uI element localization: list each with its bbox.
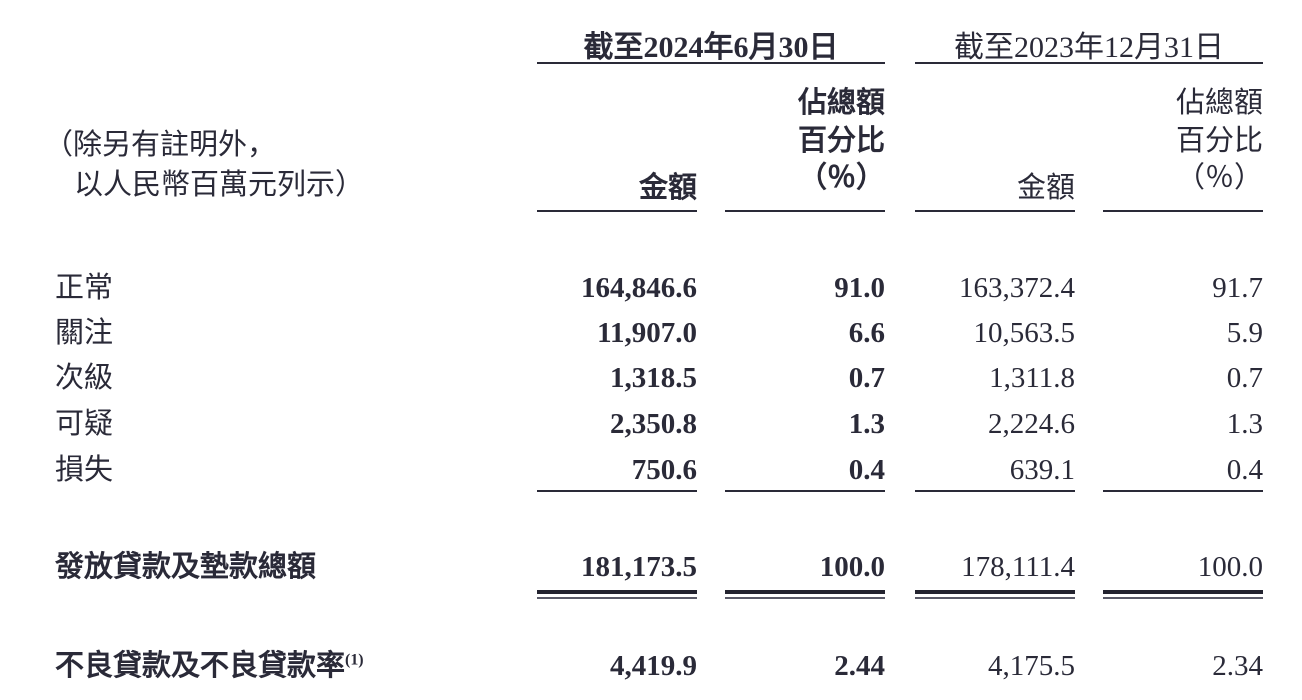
row-label: 損失	[55, 454, 114, 486]
row-label: 次級	[55, 362, 114, 394]
cell-amount-2023: 2,224.6	[988, 408, 1075, 440]
cell-percent-2023: 0.7	[1226, 362, 1263, 394]
rule-subtotal-amount-2023	[915, 490, 1075, 492]
cell-percent-2023: 1.3	[1226, 408, 1263, 440]
unit-note-line-2: 以人民幣百萬元列示）	[74, 169, 365, 202]
column-header-percent-2024: 佔總額 百分比 （％）	[725, 85, 885, 198]
cell-percent-2024: 6.6	[848, 317, 885, 349]
double-rule-amount-2024	[537, 590, 697, 600]
rule-header-amount-2024	[537, 210, 697, 212]
amount-label-2023: 金額	[1016, 172, 1075, 204]
rule-header-percent-2023	[1103, 210, 1263, 212]
rule-header-amount-2023	[915, 210, 1075, 212]
column-group-header-2023: 截至2023年12月31日	[954, 31, 1224, 64]
total-percent-2024: 100.0	[819, 551, 885, 583]
rule-group-2024	[537, 62, 885, 64]
total-amount-2023: 178,111.4	[961, 551, 1075, 583]
unit-note: （除另有註明外， 以人民幣百萬元列示）	[44, 125, 364, 205]
column-header-percent-2023: 佔總額 百分比 （％）	[1103, 85, 1263, 198]
npl-row-label-text: 不良貸款及不良貸款率	[55, 650, 346, 682]
double-rule-percent-2024	[725, 590, 885, 600]
npl-percent-2023: 2.34	[1212, 650, 1263, 682]
percent-label-line2-2023: 百分比	[1175, 124, 1263, 157]
double-rule-percent-2023	[1103, 590, 1263, 600]
rule-subtotal-amount-2024	[537, 490, 697, 492]
cell-percent-2024: 91.0	[834, 272, 885, 304]
cell-percent-2023: 91.7	[1212, 272, 1263, 304]
cell-amount-2024: 11,907.0	[597, 317, 697, 349]
row-label: 關注	[55, 317, 114, 349]
total-percent-2023: 100.0	[1197, 551, 1263, 583]
cell-amount-2023: 1,311.8	[989, 362, 1075, 394]
npl-amount-2024: 4,419.9	[610, 650, 697, 682]
rule-header-percent-2024	[725, 210, 885, 212]
row-label: 可疑	[55, 408, 114, 440]
rule-subtotal-percent-2024	[725, 490, 885, 492]
cell-amount-2024: 164,846.6	[581, 272, 697, 304]
cell-amount-2023: 163,372.4	[959, 272, 1075, 304]
cell-amount-2023: 639.1	[1009, 454, 1075, 486]
double-rule-amount-2023	[915, 590, 1075, 600]
npl-percent-2024: 2.44	[834, 650, 885, 682]
npl-footnote-marker: (1)	[345, 651, 364, 669]
cell-amount-2023: 10,563.5	[973, 317, 1076, 349]
column-group-header-2024: 截至2024年6月30日	[583, 31, 839, 64]
cell-percent-2024: 0.7	[848, 362, 885, 394]
npl-amount-2023: 4,175.5	[988, 650, 1075, 682]
row-label: 正常	[55, 272, 114, 304]
percent-label-line1-2024: 佔總額	[797, 87, 885, 119]
total-row-label: 發放貸款及墊款總額	[55, 551, 317, 583]
percent-label-line3-2023: （％）	[1175, 162, 1263, 195]
cell-percent-2023: 5.9	[1226, 317, 1263, 349]
rule-subtotal-percent-2023	[1103, 490, 1263, 492]
cell-percent-2024: 0.4	[848, 454, 885, 486]
column-header-amount-2023: 金額	[915, 170, 1075, 208]
percent-label-line3-2024: （％）	[797, 162, 885, 195]
column-header-amount-2024: 金額	[537, 170, 697, 208]
cell-percent-2024: 1.3	[848, 408, 885, 440]
percent-label-line1-2023: 佔總額	[1175, 87, 1263, 119]
cell-amount-2024: 2,350.8	[610, 408, 697, 440]
cell-amount-2024: 750.6	[631, 454, 697, 486]
percent-label-line2-2024: 百分比	[797, 124, 885, 157]
rule-group-2023	[915, 62, 1263, 64]
total-amount-2024: 181,173.5	[581, 551, 697, 583]
unit-note-line-1: （除另有註明外，	[44, 129, 277, 161]
amount-label-2024: 金額	[638, 172, 697, 204]
npl-row-label: 不良貸款及不良貸款率(1)	[55, 652, 364, 681]
cell-percent-2023: 0.4	[1226, 454, 1263, 486]
cell-amount-2024: 1,318.5	[610, 362, 697, 394]
